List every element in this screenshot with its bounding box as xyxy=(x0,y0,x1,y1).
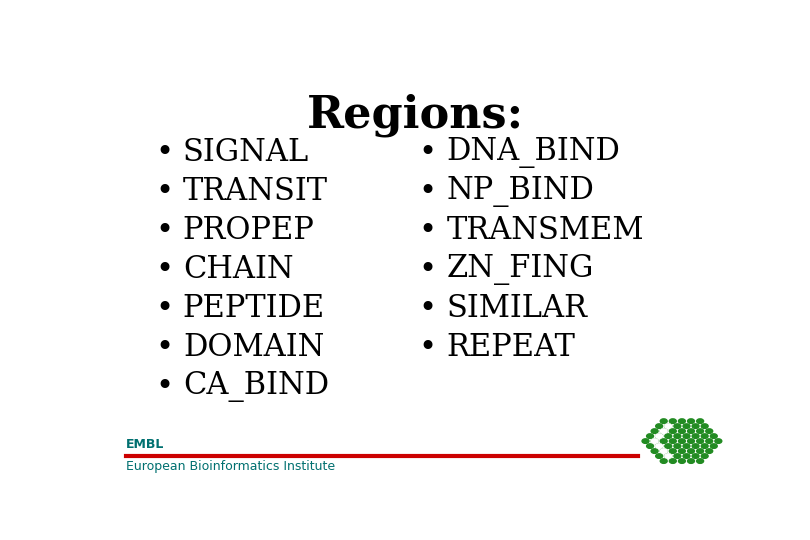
Circle shape xyxy=(665,434,671,438)
Text: CA_BIND: CA_BIND xyxy=(183,371,329,402)
Text: NP_BIND: NP_BIND xyxy=(446,176,595,207)
Circle shape xyxy=(656,434,663,438)
Circle shape xyxy=(701,434,708,438)
Circle shape xyxy=(646,444,654,448)
Text: •: • xyxy=(155,294,173,323)
Circle shape xyxy=(660,429,667,434)
Circle shape xyxy=(669,429,676,434)
Text: •: • xyxy=(155,372,173,401)
Text: SIMILAR: SIMILAR xyxy=(446,293,587,324)
Circle shape xyxy=(679,449,685,454)
Circle shape xyxy=(674,444,681,448)
Circle shape xyxy=(683,454,690,458)
Circle shape xyxy=(651,439,658,443)
Circle shape xyxy=(669,419,676,423)
Circle shape xyxy=(651,439,658,443)
Text: DOMAIN: DOMAIN xyxy=(183,332,324,363)
Circle shape xyxy=(683,444,690,448)
Text: PROPEP: PROPEP xyxy=(183,215,315,246)
Circle shape xyxy=(651,449,658,454)
Text: TRANSMEM: TRANSMEM xyxy=(446,215,644,246)
Text: •: • xyxy=(419,294,437,323)
Circle shape xyxy=(660,449,667,454)
Circle shape xyxy=(697,449,704,454)
Circle shape xyxy=(688,419,694,423)
Circle shape xyxy=(706,429,713,434)
Circle shape xyxy=(660,439,667,443)
Text: •: • xyxy=(155,255,173,284)
Circle shape xyxy=(692,454,699,458)
Text: CHAIN: CHAIN xyxy=(183,254,293,285)
Circle shape xyxy=(679,439,685,443)
Circle shape xyxy=(683,424,690,428)
Text: •: • xyxy=(155,216,173,245)
Circle shape xyxy=(656,444,663,448)
Circle shape xyxy=(669,439,676,443)
Circle shape xyxy=(674,424,681,428)
Circle shape xyxy=(697,419,704,423)
Circle shape xyxy=(669,459,676,463)
Text: EMBL: EMBL xyxy=(126,437,164,451)
Text: •: • xyxy=(155,177,173,206)
Circle shape xyxy=(656,444,663,448)
Circle shape xyxy=(701,454,708,458)
Circle shape xyxy=(674,454,681,458)
Circle shape xyxy=(660,449,667,454)
Circle shape xyxy=(715,439,722,443)
Text: •: • xyxy=(155,138,173,167)
Circle shape xyxy=(642,439,649,443)
Text: TRANSIT: TRANSIT xyxy=(183,176,328,207)
Circle shape xyxy=(706,449,713,454)
Circle shape xyxy=(656,434,663,438)
Text: REPEAT: REPEAT xyxy=(446,332,575,363)
Circle shape xyxy=(660,419,667,423)
Circle shape xyxy=(710,444,717,448)
Circle shape xyxy=(660,429,667,434)
Circle shape xyxy=(665,424,671,428)
Circle shape xyxy=(688,429,694,434)
Circle shape xyxy=(697,429,704,434)
Circle shape xyxy=(701,444,708,448)
Text: European Bioinformatics Institute: European Bioinformatics Institute xyxy=(126,460,335,473)
Text: •: • xyxy=(419,255,437,284)
Text: Regions:: Regions: xyxy=(306,94,524,137)
Circle shape xyxy=(683,434,690,438)
Circle shape xyxy=(656,424,663,428)
Circle shape xyxy=(710,434,717,438)
Circle shape xyxy=(697,439,704,443)
Circle shape xyxy=(665,454,671,458)
Circle shape xyxy=(665,424,671,428)
Circle shape xyxy=(679,459,685,463)
Circle shape xyxy=(646,434,654,438)
Text: •: • xyxy=(419,138,437,167)
Circle shape xyxy=(669,449,676,454)
Circle shape xyxy=(701,424,708,428)
Text: SIGNAL: SIGNAL xyxy=(183,137,309,167)
Circle shape xyxy=(665,454,671,458)
Circle shape xyxy=(651,429,658,434)
Text: •: • xyxy=(419,333,437,362)
Circle shape xyxy=(660,459,667,463)
Circle shape xyxy=(692,424,699,428)
Circle shape xyxy=(697,459,704,463)
Circle shape xyxy=(656,454,663,458)
Text: ZN_FING: ZN_FING xyxy=(446,254,594,285)
Circle shape xyxy=(679,429,685,434)
Circle shape xyxy=(688,449,694,454)
Text: PEPTIDE: PEPTIDE xyxy=(183,293,325,324)
Circle shape xyxy=(665,444,671,448)
Circle shape xyxy=(692,434,699,438)
Circle shape xyxy=(679,419,685,423)
Text: •: • xyxy=(155,333,173,362)
Text: •: • xyxy=(419,216,437,245)
Text: DNA_BIND: DNA_BIND xyxy=(446,137,620,167)
Circle shape xyxy=(688,459,694,463)
Circle shape xyxy=(706,439,713,443)
Text: •: • xyxy=(419,177,437,206)
Circle shape xyxy=(688,439,694,443)
Circle shape xyxy=(692,444,699,448)
Circle shape xyxy=(674,434,681,438)
